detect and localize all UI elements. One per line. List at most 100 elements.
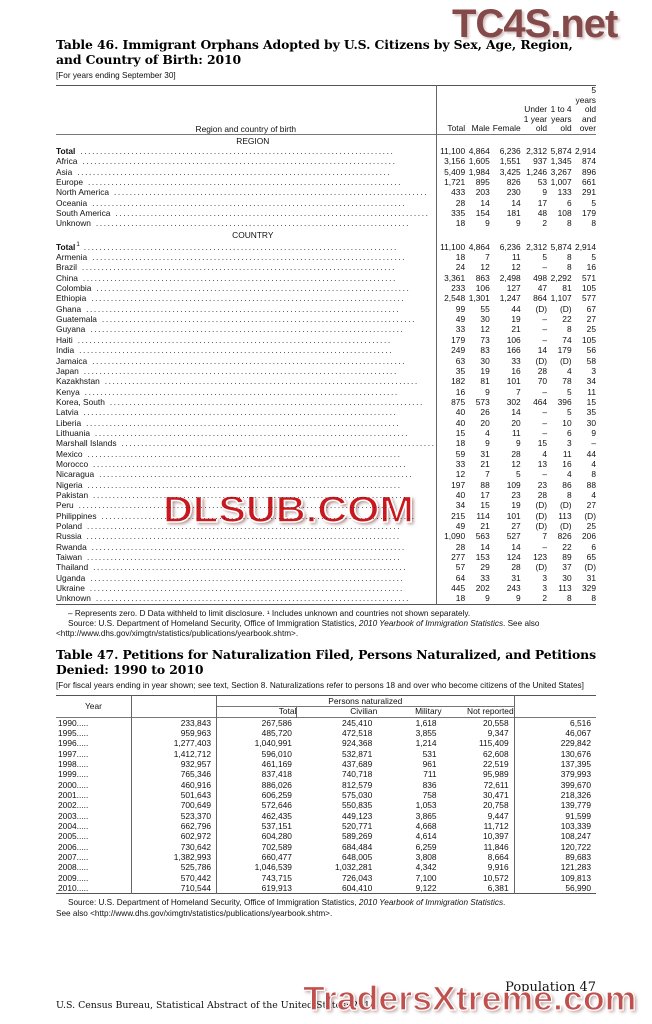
age-1-4-line2: old bbox=[560, 123, 572, 133]
data-cell: 2,914 bbox=[575, 241, 596, 252]
row-label-text: 2005 bbox=[58, 831, 77, 842]
data-cell: 379,993 bbox=[513, 769, 596, 780]
column-header-civilian: Civilian bbox=[350, 706, 378, 716]
data-cell: 3,156 bbox=[435, 156, 466, 167]
data-cell: 2,312 bbox=[526, 241, 548, 252]
data-cell: 8 bbox=[566, 593, 572, 604]
row-label-text: Ukraine bbox=[56, 583, 86, 594]
data-cell: 1,382,993 bbox=[130, 851, 217, 863]
data-cell: 6,236 bbox=[499, 145, 521, 156]
data-cell: 3 bbox=[542, 583, 548, 594]
data-cell: 1,107 bbox=[550, 293, 572, 304]
data-cell: 11 bbox=[587, 386, 596, 397]
table-47-source-line1: Source: U.S. Department of Homeland Secu… bbox=[56, 898, 596, 908]
data-cell: 573 bbox=[475, 396, 490, 407]
data-cell: 570,442 bbox=[130, 872, 217, 883]
row-label-text: Uganda bbox=[56, 572, 87, 583]
data-cell: (D) bbox=[559, 521, 572, 532]
page-folio: Population 47 bbox=[505, 980, 596, 995]
source-yearbook-title: 2010 Yearbook of Immigration Statistics bbox=[358, 898, 504, 908]
data-cell: 49 bbox=[435, 314, 466, 325]
row-label: Poland .................................… bbox=[56, 521, 436, 532]
data-cell: 291 bbox=[582, 187, 596, 198]
data-cell: 48 bbox=[537, 207, 548, 218]
data-cell: 113 bbox=[558, 510, 572, 521]
row-label-text: Korea, South bbox=[56, 396, 106, 407]
source-suffix: . See also <http://www.dhs.gov/ximgtn/st… bbox=[56, 619, 540, 639]
data-cell: 1,412,712 bbox=[130, 748, 217, 759]
data-cell: 532,871 bbox=[341, 748, 373, 759]
leader-dots: ........................................… bbox=[79, 241, 398, 252]
row-label: China ..................................… bbox=[56, 272, 436, 283]
data-cell: 550,835 bbox=[341, 800, 373, 811]
data-cell: – bbox=[542, 427, 548, 438]
data-cell: 33 bbox=[480, 572, 490, 583]
data-cell: 74 bbox=[562, 334, 572, 345]
data-cell: 758 bbox=[422, 789, 437, 800]
leader-dots: ..... bbox=[76, 883, 89, 893]
data-cell: 9,916 bbox=[441, 862, 515, 873]
data-cell: 7 bbox=[516, 386, 521, 397]
leader-dots: ........................................… bbox=[83, 479, 402, 490]
data-cell: 30 bbox=[586, 417, 596, 428]
row-label-text: 2003 bbox=[58, 810, 77, 821]
data-cell: 604,280 bbox=[216, 831, 297, 842]
data-cell: 34 bbox=[435, 500, 466, 511]
table-46-headnote: [For years ending September 30] bbox=[56, 71, 176, 80]
data-cell: 19 bbox=[480, 365, 490, 376]
data-cell: 88 bbox=[586, 479, 596, 490]
data-cell: 4,864 bbox=[468, 241, 490, 252]
data-cell: 596,010 bbox=[216, 748, 297, 759]
table-row: Morocco ................................… bbox=[56, 458, 596, 470]
age-5-line1: 5 years old bbox=[575, 85, 596, 114]
data-cell: 37 bbox=[562, 562, 572, 573]
row-label: 2001..... bbox=[56, 790, 131, 800]
data-cell: 2 bbox=[542, 218, 548, 229]
data-cell: – bbox=[542, 314, 548, 325]
data-cell: 5,874 bbox=[550, 145, 572, 156]
row-label-text: 1998 bbox=[58, 758, 77, 769]
data-cell: 27 bbox=[586, 314, 596, 325]
data-cell: 4,668 bbox=[415, 820, 437, 831]
data-cell: 2,548 bbox=[435, 293, 466, 304]
data-cell: 4 bbox=[591, 458, 596, 469]
data-cell: 4,864 bbox=[468, 145, 490, 156]
leader-dots: ........................................… bbox=[110, 187, 429, 198]
row-label-text: Haiti bbox=[56, 334, 74, 345]
data-cell: 15 bbox=[586, 396, 596, 407]
data-cell: 1,040,991 bbox=[216, 738, 297, 749]
source-prefix: Source: U.S. Department of Homeland Secu… bbox=[68, 619, 359, 629]
table-row: Poland .................................… bbox=[56, 521, 596, 532]
data-cell: 7,100 bbox=[415, 872, 437, 883]
data-cell: 726,043 bbox=[341, 872, 373, 883]
data-cell: 396 bbox=[557, 396, 572, 407]
table-46-title: Table 46. Immigrant Orphans Adopted by U… bbox=[56, 37, 573, 67]
data-cell: 124 bbox=[506, 552, 521, 563]
table-row: Taiwan .................................… bbox=[56, 552, 596, 563]
data-cell: 24 bbox=[435, 262, 466, 273]
table-row: Armenia ................................… bbox=[56, 252, 596, 263]
data-cell: 501,643 bbox=[130, 789, 217, 801]
data-cell: 11 bbox=[511, 252, 521, 263]
row-label-text: Marshall Islands bbox=[56, 438, 118, 449]
row-label: 1999..... bbox=[56, 769, 131, 779]
data-cell: 20,758 bbox=[441, 800, 515, 811]
data-cell: 826 bbox=[506, 176, 521, 187]
row-label: Haiti ..................................… bbox=[56, 334, 436, 345]
data-cell: 121,283 bbox=[513, 862, 596, 873]
row-label: South America ..........................… bbox=[56, 207, 436, 218]
row-label: 1998..... bbox=[56, 759, 131, 769]
leader-dots: ........................................… bbox=[91, 218, 410, 229]
leader-dots: ..... bbox=[76, 748, 89, 759]
data-cell: 606,259 bbox=[216, 789, 297, 801]
row-label-text: Russia bbox=[56, 531, 83, 542]
data-cell: (D) bbox=[559, 303, 572, 314]
row-label-text: Armenia bbox=[56, 252, 89, 263]
data-cell: 563 bbox=[475, 531, 490, 542]
data-cell: 924,368 bbox=[341, 738, 373, 749]
table-row: Europe .................................… bbox=[56, 176, 596, 188]
data-cell: 9 bbox=[485, 593, 490, 604]
data-cell: 1,090 bbox=[435, 531, 466, 542]
row-label-text: Total bbox=[56, 145, 77, 156]
